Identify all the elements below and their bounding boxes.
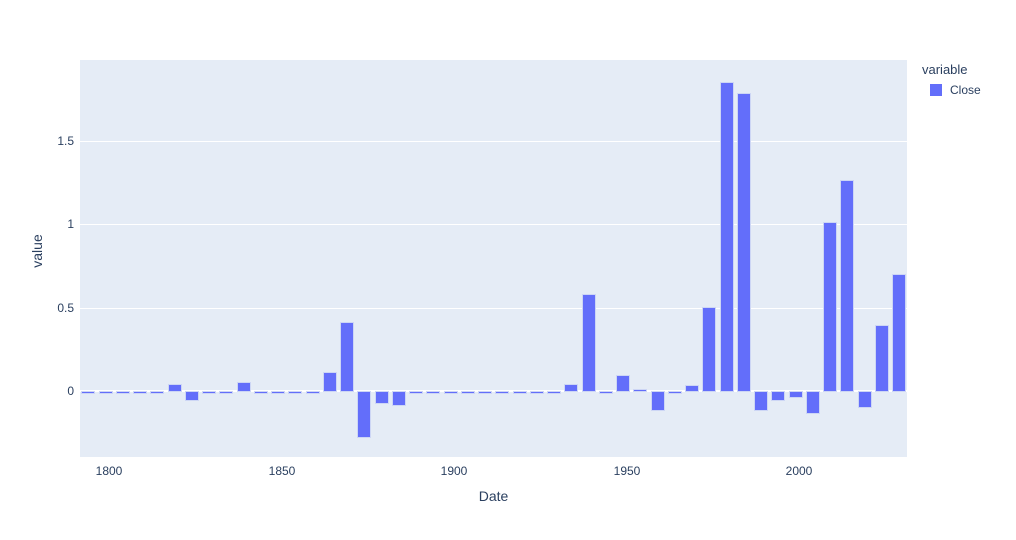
bar-close-1879[interactable] [375, 391, 389, 404]
bar-close-2009[interactable] [823, 222, 837, 392]
bar-close-1864[interactable] [323, 372, 337, 392]
bar-close-1839[interactable] [237, 382, 251, 392]
bar-close-2024[interactable] [875, 325, 889, 392]
gridline [80, 141, 907, 142]
y-axis-title: value [29, 234, 45, 268]
x-tick-label-1800: 1800 [95, 464, 123, 478]
bar-close-1814[interactable] [150, 391, 164, 394]
bar-close-1954[interactable] [633, 389, 647, 392]
bar-close-1849[interactable] [271, 391, 285, 394]
bar-close-1899[interactable] [444, 391, 458, 394]
legend-item-label: Close [950, 83, 981, 97]
x-tick-label-1850: 1850 [268, 464, 296, 478]
bar-close-1979[interactable] [720, 82, 734, 392]
bar-close-1799[interactable] [99, 391, 113, 394]
legend-swatch-icon [930, 84, 942, 96]
bar-close-1939[interactable] [582, 294, 596, 392]
y-tick-label-0.5: 0.5 [57, 301, 74, 315]
bar-close-1974[interactable] [702, 307, 716, 392]
bar-close-1984[interactable] [737, 93, 751, 392]
gridline [80, 224, 907, 225]
y-tick-label-1.5: 1.5 [57, 134, 74, 148]
bar-close-2004[interactable] [806, 391, 820, 414]
legend: variable Close [922, 62, 981, 97]
bar-close-2029[interactable] [892, 274, 906, 392]
bar-close-1924[interactable] [530, 391, 544, 394]
bar-close-1819[interactable] [168, 384, 182, 392]
bar-close-1874[interactable] [357, 391, 371, 438]
y-tick-label-1: 1 [67, 217, 74, 231]
bar-close-2014[interactable] [840, 180, 854, 392]
bar-close-1959[interactable] [651, 391, 665, 411]
bar-close-1859[interactable] [306, 391, 320, 394]
y-tick-label-0: 0 [67, 384, 74, 398]
bar-close-1934[interactable] [564, 384, 578, 392]
bar-close-1894[interactable] [426, 391, 440, 394]
gridline [80, 308, 907, 309]
bar-close-1914[interactable] [495, 391, 509, 394]
legend-title: variable [922, 62, 968, 77]
bar-close-1884[interactable] [392, 391, 406, 406]
bar-close-1794[interactable] [81, 391, 95, 394]
x-tick-label-2000: 2000 [785, 464, 813, 478]
bar-close-1809[interactable] [133, 391, 147, 394]
bar-close-1834[interactable] [219, 391, 233, 394]
bar-close-1999[interactable] [789, 391, 803, 398]
bar-close-1929[interactable] [547, 391, 561, 394]
zero-line [80, 390, 907, 392]
bar-close-1994[interactable] [771, 391, 785, 401]
bar-close-1824[interactable] [185, 391, 199, 401]
x-axis-title: Date [478, 488, 509, 504]
bar-close-1969[interactable] [685, 385, 699, 392]
bar-close-1909[interactable] [478, 391, 492, 394]
bar-close-1949[interactable] [616, 375, 630, 392]
legend-item-close[interactable]: Close [922, 83, 981, 97]
bar-close-2019[interactable] [858, 391, 872, 408]
bar-close-1804[interactable] [116, 391, 130, 394]
bar-close-1989[interactable] [754, 391, 768, 411]
plot-area[interactable] [80, 60, 907, 457]
bar-close-1944[interactable] [599, 391, 613, 394]
bar-close-1919[interactable] [513, 391, 527, 394]
bar-close-1829[interactable] [202, 391, 216, 394]
x-tick-label-1950: 1950 [613, 464, 641, 478]
bar-close-1904[interactable] [461, 391, 475, 394]
bar-close-1854[interactable] [288, 391, 302, 394]
x-tick-label-1900: 1900 [440, 464, 468, 478]
bar-close-1889[interactable] [409, 391, 423, 394]
bar-close-1869[interactable] [340, 322, 354, 392]
bar-close-1844[interactable] [254, 391, 268, 394]
bar-close-1964[interactable] [668, 391, 682, 394]
